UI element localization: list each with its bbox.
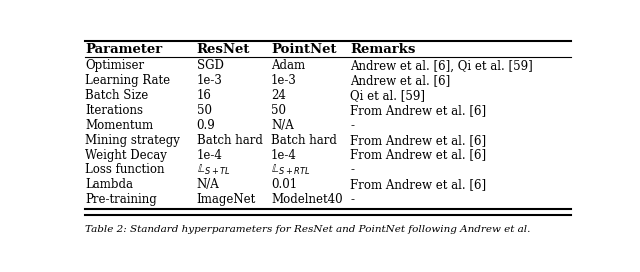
- Text: Batch hard: Batch hard: [271, 134, 337, 147]
- Text: -: -: [350, 119, 355, 132]
- Text: Loss function: Loss function: [85, 163, 164, 177]
- Text: N/A: N/A: [196, 178, 220, 191]
- Text: Batch hard: Batch hard: [196, 134, 262, 147]
- Text: Iterations: Iterations: [85, 104, 143, 117]
- Text: Qi et al. [59]: Qi et al. [59]: [350, 89, 426, 102]
- Text: -: -: [350, 163, 355, 177]
- Text: PointNet: PointNet: [271, 44, 337, 56]
- Text: Adam: Adam: [271, 59, 305, 72]
- Text: 24: 24: [271, 89, 286, 102]
- Text: Optimiser: Optimiser: [85, 59, 144, 72]
- Text: From Andrew et al. [6]: From Andrew et al. [6]: [350, 104, 486, 117]
- Text: 1e-4: 1e-4: [196, 149, 223, 162]
- Text: Andrew et al. [6]: Andrew et al. [6]: [350, 74, 451, 87]
- Text: 50: 50: [271, 104, 286, 117]
- Text: 0.01: 0.01: [271, 178, 297, 191]
- Text: From Andrew et al. [6]: From Andrew et al. [6]: [350, 178, 486, 191]
- Text: Learning Rate: Learning Rate: [85, 74, 170, 87]
- Text: Mining strategy: Mining strategy: [85, 134, 180, 147]
- Text: ImageNet: ImageNet: [196, 193, 256, 206]
- Text: Weight Decay: Weight Decay: [85, 149, 167, 162]
- Text: 1e-3: 1e-3: [196, 74, 223, 87]
- Text: 50: 50: [196, 104, 212, 117]
- Text: From Andrew et al. [6]: From Andrew et al. [6]: [350, 149, 486, 162]
- Text: Modelnet40: Modelnet40: [271, 193, 342, 206]
- Text: Remarks: Remarks: [350, 44, 416, 56]
- Text: Lambda: Lambda: [85, 178, 133, 191]
- Text: -: -: [350, 193, 355, 206]
- Text: Parameter: Parameter: [85, 44, 162, 56]
- Text: N/A: N/A: [271, 119, 294, 132]
- Text: Table 2: Standard hyperparameters for ResNet and PointNet following Andrew et al: Table 2: Standard hyperparameters for Re…: [85, 225, 531, 234]
- Text: 0.9: 0.9: [196, 119, 215, 132]
- Text: $\mathbb{L}_{S+TL}$: $\mathbb{L}_{S+TL}$: [196, 163, 230, 177]
- Text: Pre-training: Pre-training: [85, 193, 157, 206]
- Text: SGD: SGD: [196, 59, 223, 72]
- Text: 1e-4: 1e-4: [271, 149, 297, 162]
- Text: 16: 16: [196, 89, 211, 102]
- Text: From Andrew et al. [6]: From Andrew et al. [6]: [350, 134, 486, 147]
- Text: 1e-3: 1e-3: [271, 74, 297, 87]
- Text: Momentum: Momentum: [85, 119, 153, 132]
- Text: Batch Size: Batch Size: [85, 89, 148, 102]
- Text: $\mathbb{L}_{S+RTL}$: $\mathbb{L}_{S+RTL}$: [271, 163, 310, 177]
- Text: Andrew et al. [6], Qi et al. [59]: Andrew et al. [6], Qi et al. [59]: [350, 59, 533, 72]
- Text: ResNet: ResNet: [196, 44, 250, 56]
